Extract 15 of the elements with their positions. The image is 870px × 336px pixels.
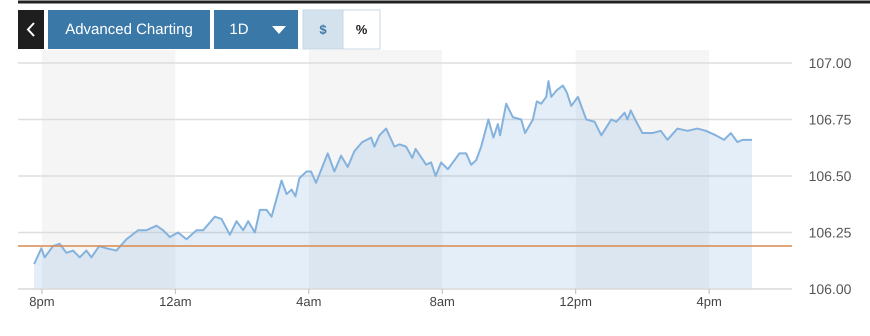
x-tick-label: 4pm bbox=[696, 294, 722, 309]
text: % bbox=[356, 22, 368, 37]
x-tick-label: 12pm bbox=[559, 294, 592, 309]
y-tick-label: 107.00 bbox=[808, 55, 852, 71]
x-tick-label: 12am bbox=[159, 294, 192, 309]
text: $ bbox=[319, 22, 328, 37]
x-tick-label: 8pm bbox=[29, 294, 55, 309]
text: 1D bbox=[229, 21, 249, 38]
x-tick-label: 4am bbox=[296, 294, 322, 309]
text: Advanced Charting bbox=[65, 21, 193, 38]
x-tick-label: 8am bbox=[430, 294, 455, 309]
y-tick-label: 106.00 bbox=[808, 281, 852, 297]
y-tick-label: 106.25 bbox=[808, 224, 852, 240]
y-tick-label: 106.50 bbox=[808, 168, 852, 184]
y-tick-label: 106.75 bbox=[808, 112, 852, 128]
